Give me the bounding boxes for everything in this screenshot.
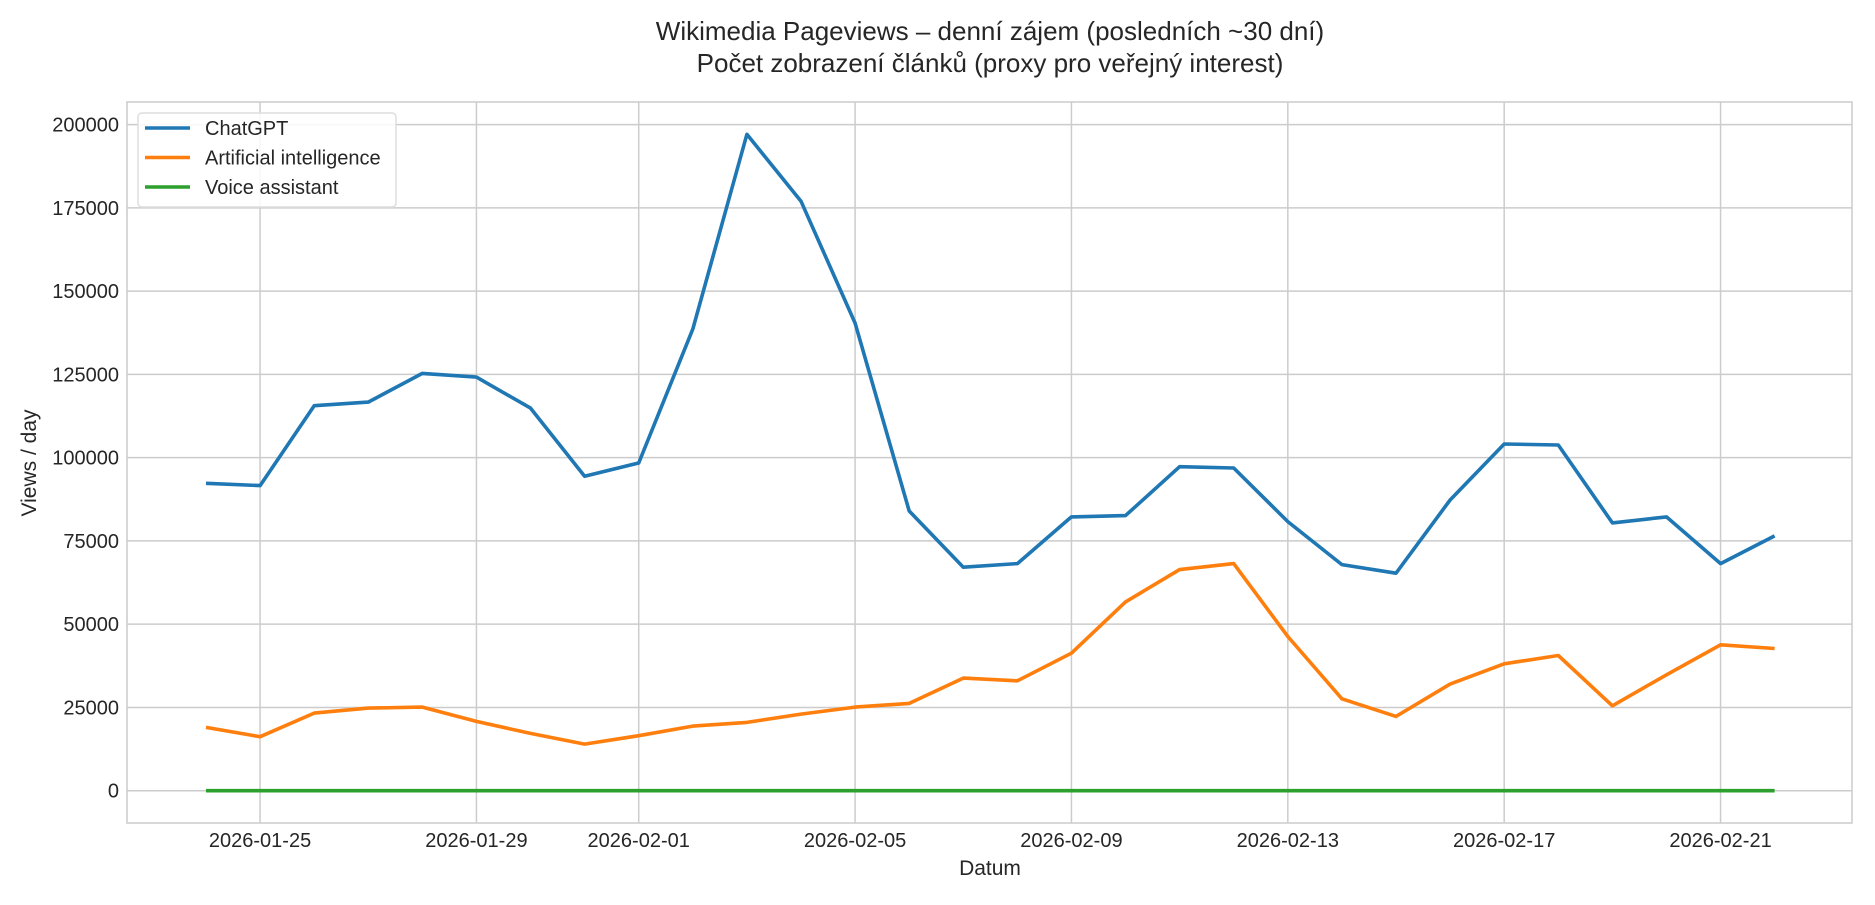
x-tick-label: 2026-02-17: [1453, 830, 1555, 852]
chart-title: Wikimedia Pageviews – denní zájem (posle…: [656, 16, 1324, 46]
y-axis-label: Views / day: [18, 409, 41, 516]
legend-entry: Voice assistant: [205, 177, 339, 199]
y-tick-label: 125000: [52, 364, 119, 386]
y-tick-label: 150000: [52, 281, 119, 303]
legend-box: [137, 112, 397, 208]
x-axis-label: Datum: [959, 857, 1021, 880]
series-line-chatgpt: [205, 132, 1776, 576]
series-line-artificial-intelligence: [205, 561, 1775, 746]
x-tick-label: 2026-01-25: [209, 830, 311, 852]
plot-frame: [126, 101, 1853, 824]
y-tick-label: 50000: [63, 614, 119, 636]
x-tick-label: 2026-02-05: [804, 830, 906, 852]
y-tick-label: 100000: [52, 448, 119, 470]
x-tick-label: 2026-02-01: [588, 830, 690, 852]
y-tick-label: 25000: [63, 697, 119, 719]
x-tick-label: 2026-01-29: [425, 830, 527, 852]
x-tick-label: 2026-02-13: [1237, 830, 1339, 852]
legend-entry: Artificial intelligence: [205, 148, 381, 170]
x-tick-label: 2026-02-21: [1669, 830, 1771, 852]
legend: ChatGPT Artificial intelligence Voice assi…: [137, 112, 397, 208]
y-tick-label: 0: [108, 781, 119, 803]
y-tick-label: 175000: [52, 198, 119, 220]
x-tick-label: 2026-02-09: [1020, 830, 1122, 852]
y-tick-label: 200000: [52, 115, 119, 137]
legend-entry: ChatGPT: [205, 118, 288, 140]
chart-subtitle: Počet zobrazení článků (proxy pro veřejn…: [697, 48, 1284, 78]
y-tick-label: 75000: [63, 531, 119, 553]
